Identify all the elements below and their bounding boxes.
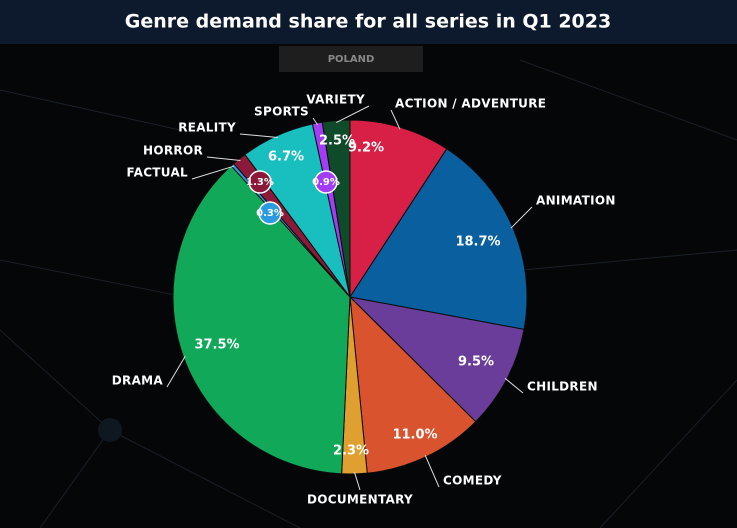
category-label: ANIMATION bbox=[536, 194, 616, 208]
title-bar bbox=[0, 0, 737, 44]
category-label: ACTION / ADVENTURE bbox=[395, 97, 546, 111]
pie-slice bbox=[349, 119, 448, 299]
pie-slice bbox=[349, 148, 528, 330]
value-badge bbox=[248, 170, 272, 194]
value-label: 37.5% bbox=[194, 338, 239, 353]
category-label: REALITY bbox=[178, 121, 236, 135]
leader-line bbox=[504, 377, 524, 394]
leader-line bbox=[312, 117, 319, 126]
value-label: 9.5% bbox=[458, 355, 494, 370]
leader-line bbox=[166, 355, 186, 388]
leader-line bbox=[191, 165, 234, 180]
value-badge bbox=[258, 201, 282, 225]
category-label: VARIETY bbox=[306, 93, 365, 107]
leader-line bbox=[353, 471, 361, 491]
category-label: DRAMA bbox=[112, 374, 164, 388]
value-label: 1.3% bbox=[246, 177, 274, 188]
subtitle: POLAND bbox=[328, 54, 375, 65]
category-label: FACTUAL bbox=[126, 166, 188, 180]
leader-line bbox=[336, 105, 370, 123]
leader-line bbox=[510, 206, 533, 229]
value-label: 11.0% bbox=[392, 428, 437, 443]
value-label: 0.3% bbox=[256, 208, 284, 219]
pie-slice bbox=[172, 165, 351, 475]
value-label: 18.7% bbox=[455, 235, 500, 250]
category-label: SPORTS bbox=[254, 105, 309, 119]
category-label: DOCUMENTARY bbox=[307, 493, 413, 507]
category-label: COMEDY bbox=[443, 474, 502, 488]
value-label: 9.2% bbox=[348, 141, 384, 156]
chart-title: Genre demand share for all series in Q1 … bbox=[125, 11, 611, 33]
background-dot bbox=[98, 418, 122, 442]
value-label: 0.9% bbox=[312, 177, 340, 188]
pie-slice bbox=[321, 119, 351, 298]
value-badge bbox=[314, 170, 338, 194]
value-label: 2.5% bbox=[319, 134, 355, 149]
value-label: 2.3% bbox=[333, 444, 369, 459]
leader-line bbox=[239, 133, 278, 139]
value-label: 6.7% bbox=[268, 150, 304, 165]
category-label: HORROR bbox=[143, 144, 203, 158]
subtitle-box bbox=[279, 46, 423, 72]
leader-line bbox=[390, 109, 401, 130]
leader-line bbox=[206, 156, 241, 161]
category-label: CHILDREN bbox=[527, 380, 598, 394]
leader-line bbox=[424, 454, 440, 488]
